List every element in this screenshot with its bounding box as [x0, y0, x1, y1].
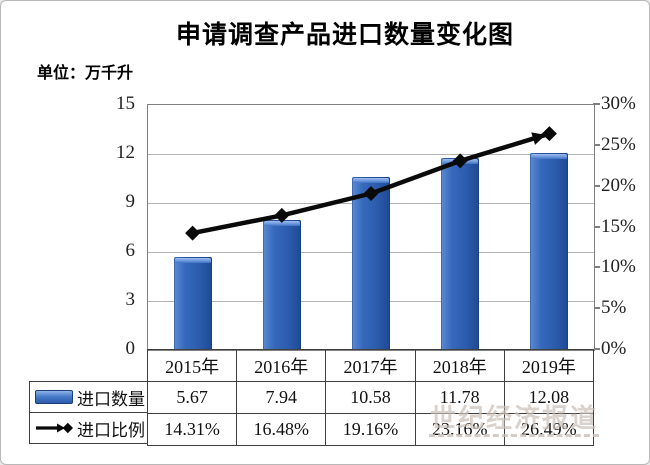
bar-2016年	[262, 220, 301, 350]
trend-line-layer	[185, 126, 557, 241]
year-header: 2017年	[326, 350, 416, 382]
quantity-cell: 5.67	[148, 382, 238, 414]
legend-item-import-ratio: 进口比例	[30, 413, 148, 444]
quantity-cell: 7.94	[237, 382, 327, 414]
right-axis-tick: 10%	[601, 256, 636, 278]
quantity-cell: 10.58	[326, 382, 416, 414]
ratio-cell: 23.16%	[415, 414, 505, 446]
right-axis-tickmark	[593, 225, 600, 228]
right-axis-tick: 30%	[601, 93, 636, 114]
bar-2017年	[352, 177, 390, 350]
right-axis-tick: 0%	[601, 338, 627, 359]
chart-title: 申请调查产品进口数量变化图	[175, 21, 514, 49]
left-axis-tick: 15	[116, 93, 135, 114]
line-arrowhead	[531, 132, 546, 145]
legend-label: 进口比例	[77, 420, 145, 440]
data-table: 2015年 2016年 2017年 2018年 2019年 5.67 7.94 …	[147, 349, 594, 446]
trend-line	[190, 131, 552, 236]
table-header-row: 2015年 2016年 2017年 2018年 2019年	[148, 350, 594, 382]
right-axis-labels: 30% 25% 20% 15% 10% 5% 0%	[601, 94, 649, 359]
right-axis-tickmark	[593, 103, 600, 105]
ratio-cell: 19.16%	[326, 414, 416, 446]
line-series-key-icon	[36, 422, 73, 434]
table-row-ratio: 14.31% 16.48% 19.16% 23.16% 26.49%	[148, 414, 594, 446]
legend: 进口数量 进口比例	[29, 381, 148, 444]
left-axis-tick: 0	[125, 338, 136, 359]
diamond-marker-2015年	[185, 225, 201, 241]
bar-series-key-icon	[35, 390, 73, 404]
ratio-cell: 14.31%	[148, 414, 238, 446]
left-axis-tick: 6	[125, 240, 136, 261]
year-header: 2018年	[415, 350, 505, 382]
right-axis-tickmark	[593, 307, 600, 310]
right-axis-tick: 20%	[601, 174, 636, 196]
diamond-marker-2018年	[452, 153, 468, 169]
quantity-cell: 12.08	[504, 382, 594, 414]
year-header: 2019年	[504, 350, 594, 382]
left-axis-tick: 12	[116, 142, 135, 163]
table-row-quantity: 5.67 7.94 10.58 11.78 12.08	[148, 382, 594, 414]
legend-label: 进口数量	[77, 389, 145, 409]
bar-2019年	[530, 152, 569, 350]
unit-label: 单位：万千升	[37, 65, 134, 82]
legend-item-import-quantity: 进口数量	[30, 382, 148, 413]
left-axis-tick: 3	[125, 289, 136, 310]
right-axis-tickmark	[593, 184, 600, 187]
year-header: 2016年	[237, 350, 327, 382]
bar-2018年	[441, 157, 480, 350]
quantity-cell: 11.78	[415, 382, 505, 414]
right-axis-tickmark	[593, 266, 600, 269]
right-axis-tickmark	[593, 143, 600, 146]
diamond-marker-2019年	[541, 126, 557, 142]
left-axis-tick: 9	[125, 191, 136, 212]
gridline	[148, 153, 594, 155]
ratio-cell: 26.49%	[504, 414, 594, 446]
right-axis-tick: 25%	[601, 133, 636, 155]
plot-area	[147, 104, 595, 351]
left-axis-labels: 15 12 9 6 3 0	[87, 94, 141, 359]
right-axis-tick: 5%	[601, 297, 627, 319]
right-axis-tick: 15%	[601, 215, 636, 237]
diamond-marker-2016年	[274, 207, 290, 223]
year-header: 2015年	[148, 350, 238, 382]
right-axis-tickmark	[593, 348, 600, 350]
bar-2015年	[173, 257, 212, 350]
ratio-cell: 16.48%	[237, 414, 327, 446]
diamond-marker-2017年	[363, 186, 379, 202]
